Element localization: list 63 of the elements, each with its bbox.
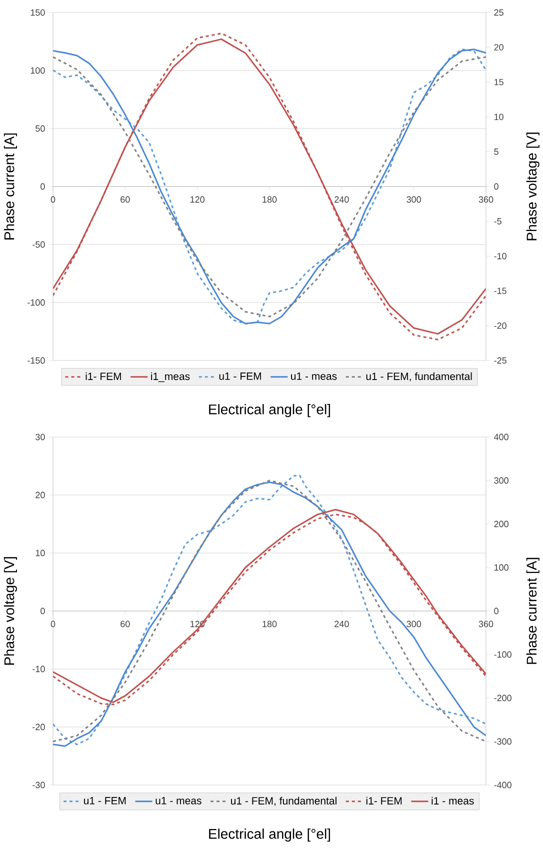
legend-label: u1 - FEM, fundamental [366,372,472,382]
y2-axis-title: Phase current [A] [526,558,540,664]
y2-tick-label: 5 [494,148,498,155]
y-tick-label: 100 [30,67,45,74]
y-tick-label: -20 [32,724,45,730]
legend-label: u1 - FEM, fundamental [231,796,336,806]
y-tick-label: 20 [36,492,45,498]
y-tick-label: -50 [32,241,45,248]
y2-tick-label: -20 [494,322,506,329]
y-tick-label: -150 [28,357,45,364]
y-tick-label: 150 [30,9,45,16]
y2-tick-label: -5 [494,218,502,224]
y2-tick-label: 0 [494,608,498,614]
x-tick-label: 240 [334,620,349,628]
y-tick-label: -30 [32,782,45,788]
y2-tick-label: 300 [494,477,508,484]
legend-label: u1 - meas [156,797,202,804]
x-axis-title: Electrical angle [°el] [209,828,330,842]
x-tick-label: 240 [334,196,349,203]
x-tick-label: 60 [120,620,130,628]
y2-tick-label: -100 [494,651,512,658]
y2-axis-title: Phase voltage [V] [526,132,540,240]
y2-tick-label: -10 [494,252,506,260]
x-axis-title: Electrical angle [°el] [209,404,330,418]
legend-label: i1_meas [151,372,190,382]
x-tick-label: 300 [406,620,421,628]
y2-tick-label: 400 [494,434,508,440]
legend-label: u1 - meas [291,372,337,380]
x-tick-label: 300 [406,196,421,203]
y-tick-label: 10 [36,550,45,556]
legend-label: i1 - meas [432,796,474,805]
y-tick-label: 30 [36,434,45,440]
y2-tick-label: 15 [494,78,504,86]
y2-tick-label: -200 [494,694,512,702]
y-tick-label: 0 [40,183,45,190]
legend-label: u1 - FEM [219,372,261,380]
y-tick-label: -10 [32,666,45,672]
y2-tick-label: -400 [494,782,512,788]
x-tick-label: 180 [262,620,277,628]
legend-label: i1- FEM [86,372,121,380]
x-tick-label: 180 [262,196,277,203]
x-tick-label: 0 [50,620,56,628]
y-tick-label: 0 [40,608,45,614]
legend-label: u1 - FEM [84,797,126,804]
x-tick-label: 360 [478,196,494,203]
y2-tick-label: 20 [494,44,504,50]
y-axis-title: Phase current [A] [4,133,17,240]
y2-tick-label: -15 [494,288,506,294]
y2-tick-label: -25 [494,357,506,364]
x-tick-label: 60 [120,196,130,203]
y-axis-title: Phase voltage [V] [4,557,17,665]
y-tick-label: 50 [36,125,45,132]
x-tick-label: 360 [478,620,494,628]
y2-tick-label: 0 [494,183,498,190]
y2-tick-label: 200 [494,520,508,528]
x-tick-label: 120 [190,196,204,203]
y2-tick-label: 10 [494,114,504,120]
legend-label: i1- FEM [366,796,402,804]
y2-tick-label: 100 [494,564,508,571]
y-tick-label: -100 [28,299,45,306]
y2-tick-label: 25 [494,9,504,16]
y2-tick-label: -300 [494,738,512,745]
x-tick-label: 0 [50,196,56,203]
